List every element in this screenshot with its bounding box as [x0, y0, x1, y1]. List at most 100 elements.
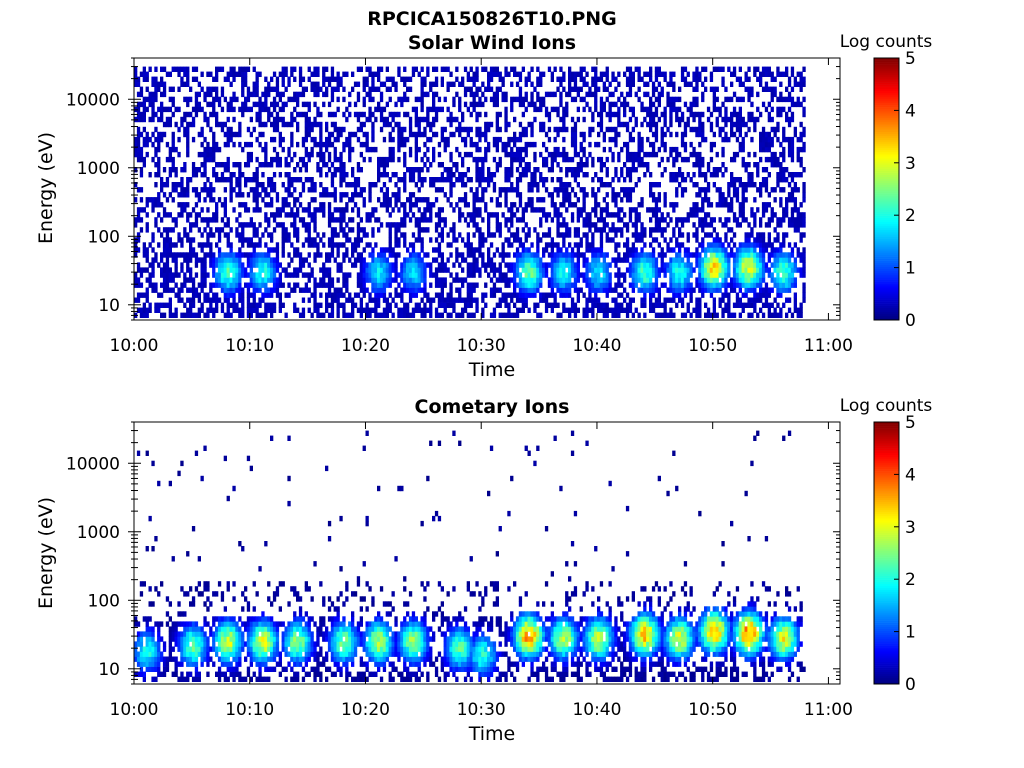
- heatmap-cell: [336, 307, 340, 313]
- heatmap-cell: [296, 121, 300, 128]
- heatmap-cell: [229, 197, 233, 203]
- heatmap-cell: [209, 287, 213, 293]
- heatmap-cell: [264, 257, 268, 263]
- heatmap-cell: [539, 297, 543, 303]
- heatmap-cell: [362, 307, 366, 313]
- heatmap-cell: [377, 277, 381, 283]
- heatmap-cell: [666, 212, 670, 218]
- heatmap-cell: [504, 96, 508, 103]
- heatmap-cell: [712, 277, 716, 283]
- heatmap-cell: [423, 141, 427, 148]
- heatmap-cell: [333, 86, 337, 92]
- heatmap-cell: [573, 192, 578, 198]
- heatmap-cell: [151, 232, 155, 238]
- heatmap-cell: [191, 162, 196, 168]
- heatmap-cell: [330, 111, 335, 118]
- heatmap-cell: [605, 202, 609, 208]
- heatmap-cell: [244, 101, 248, 108]
- heatmap-cell: [212, 101, 216, 108]
- heatmap-cell: [212, 282, 216, 288]
- heatmap-cell: [614, 192, 618, 198]
- heatmap-cell: [475, 307, 479, 313]
- heatmap-cell: [232, 267, 236, 273]
- heatmap-cell: [550, 76, 554, 82]
- heatmap-cell: [507, 217, 511, 223]
- heatmap-cell: [397, 252, 401, 258]
- heatmap-cell: [307, 207, 311, 213]
- heatmap-cell: [168, 302, 172, 308]
- heatmap-cell: [319, 237, 323, 243]
- heatmap-cell: [712, 182, 716, 188]
- heatmap-cell: [151, 237, 155, 243]
- heatmap-cell: [495, 141, 499, 148]
- heatmap-cell: [608, 287, 612, 293]
- heatmap-cell: [377, 267, 381, 273]
- heatmap-cell: [651, 227, 656, 233]
- heatmap-cell: [495, 167, 499, 173]
- heatmap-cell: [189, 121, 193, 128]
- heatmap-cell: [423, 162, 427, 168]
- heatmap-cell: [301, 287, 306, 293]
- heatmap-cell: [556, 217, 560, 223]
- heatmap-cell: [689, 292, 693, 298]
- heatmap-cell: [200, 232, 204, 238]
- heatmap-cell: [579, 96, 583, 103]
- heatmap-cell: [270, 312, 274, 318]
- heatmap-cell: [371, 232, 375, 238]
- heatmap-cell: [663, 121, 667, 128]
- heatmap-cell: [165, 242, 170, 248]
- heatmap-cell: [547, 167, 552, 173]
- heatmap-cell: [432, 182, 436, 188]
- heatmap-cell: [718, 242, 722, 248]
- heatmap-cell: [542, 292, 546, 298]
- heatmap-cell: [660, 302, 664, 308]
- heatmap-cell: [408, 116, 413, 123]
- heatmap-cell: [452, 227, 456, 233]
- heatmap-cell: [515, 192, 520, 198]
- heatmap-cell: [226, 292, 230, 298]
- heatmap-cell: [701, 287, 705, 293]
- heatmap-cell: [235, 71, 239, 77]
- heatmap-cell: [718, 217, 722, 223]
- heatmap-cell: [293, 96, 297, 103]
- heatmap-cell: [304, 131, 308, 138]
- heatmap-cell: [692, 287, 696, 293]
- heatmap-cell: [669, 146, 673, 153]
- heatmap-cell: [440, 312, 444, 318]
- heatmap-cell: [215, 297, 219, 303]
- heatmap-cell: [680, 272, 685, 278]
- heatmap-cell: [698, 116, 702, 123]
- heatmap-cell: [226, 297, 230, 303]
- heatmap-cell: [394, 267, 398, 273]
- heatmap-cell: [475, 146, 479, 153]
- heatmap-cell: [142, 242, 146, 248]
- heatmap-cell: [542, 252, 546, 258]
- heatmap-cell: [553, 187, 557, 193]
- heatmap-cell: [458, 172, 462, 178]
- heatmap-cell: [371, 96, 375, 103]
- heatmap-cell: [542, 141, 546, 148]
- heatmap-cell: [394, 272, 398, 278]
- heatmap-cell: [327, 111, 332, 118]
- heatmap-cell: [669, 96, 673, 103]
- heatmap-cell: [371, 287, 375, 293]
- heatmap-cell: [669, 151, 673, 158]
- heatmap-cell: [513, 212, 517, 218]
- heatmap-cell: [217, 146, 222, 153]
- heatmap-cell: [238, 167, 242, 173]
- heatmap-cell: [527, 162, 531, 168]
- heatmap-cell: [411, 277, 416, 283]
- heatmap-cell: [715, 242, 719, 248]
- heatmap-cell: [215, 162, 219, 168]
- heatmap-cell: [377, 272, 381, 278]
- heatmap-cell: [296, 282, 300, 288]
- heatmap-cell: [481, 252, 485, 258]
- heatmap-cell: [573, 267, 578, 273]
- heatmap-cell: [594, 197, 598, 203]
- heatmap-cell: [533, 156, 537, 163]
- heatmap-cell: [287, 292, 291, 298]
- heatmap-cell: [663, 307, 667, 313]
- heatmap-cell: [623, 192, 627, 198]
- heatmap-cell: [562, 282, 566, 288]
- heatmap-cell: [544, 162, 549, 168]
